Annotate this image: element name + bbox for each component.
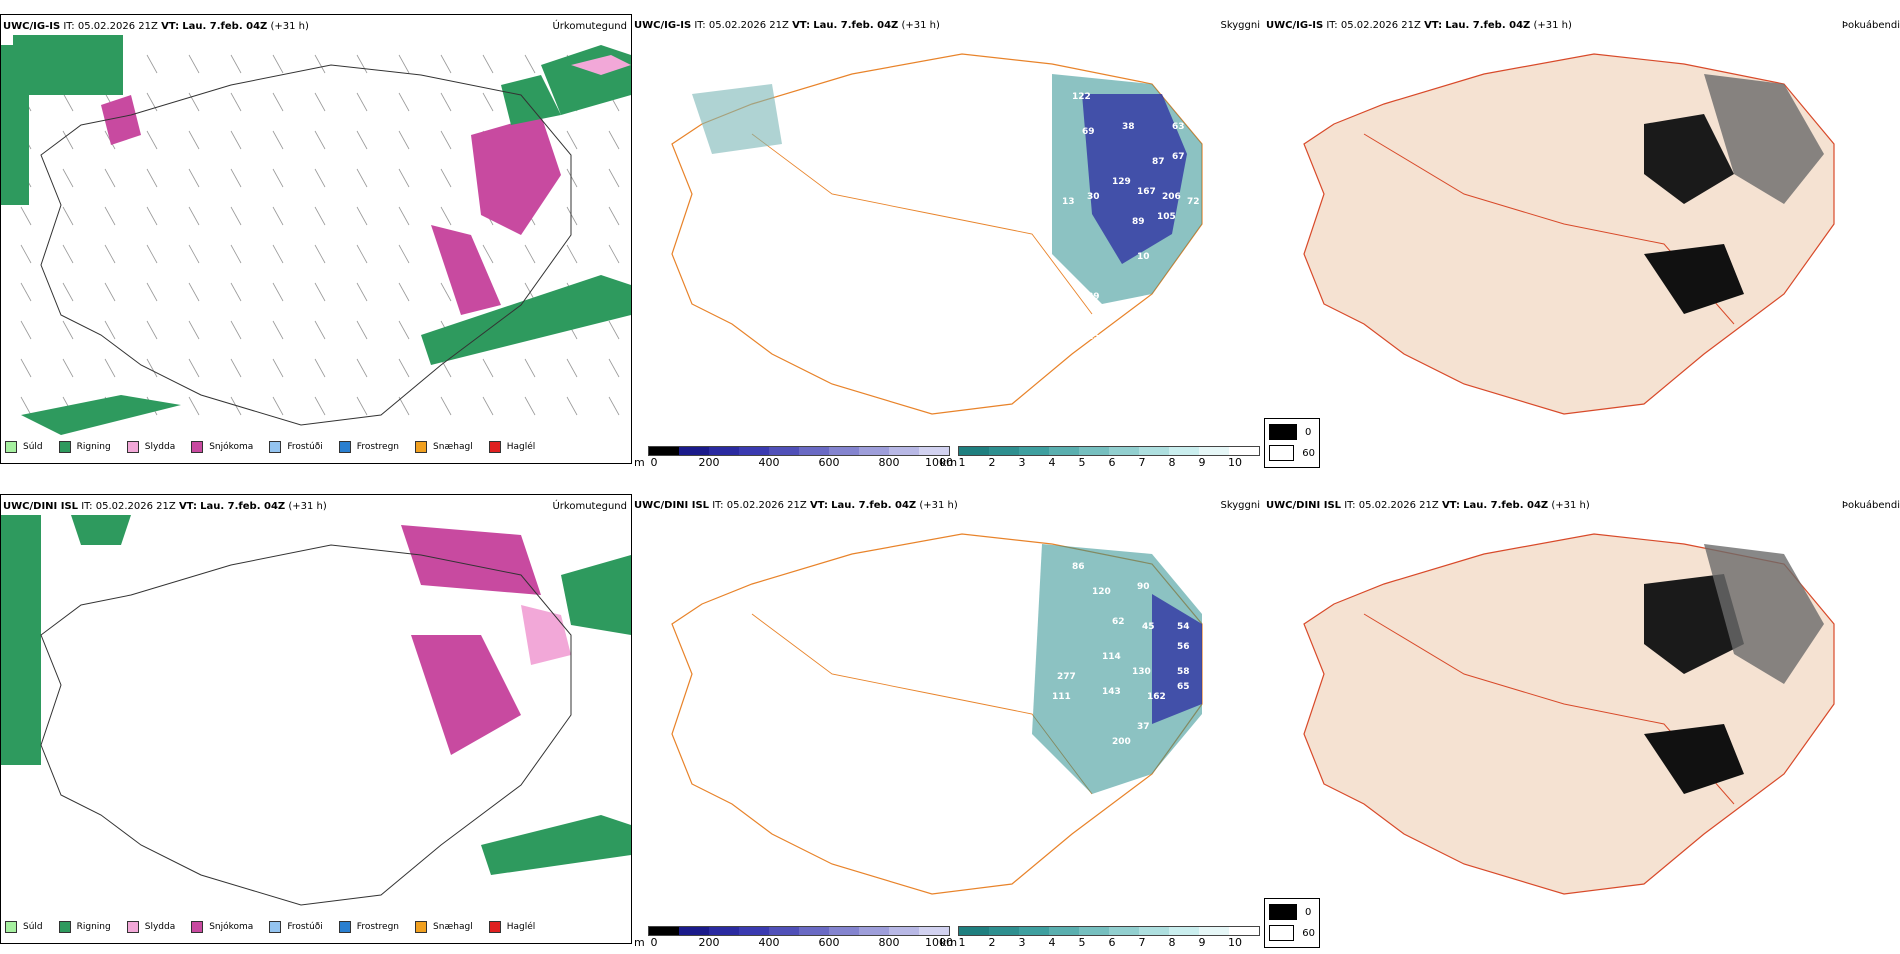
cloud-value: 130 — [1132, 667, 1151, 677]
cloud-panel-bottom: UWC/DINI ISL IT: 05.02.2026 21Z VT: Lau.… — [632, 494, 1262, 954]
legend-item: Frostúði — [269, 921, 323, 933]
cloud-value: 90 — [1137, 582, 1150, 592]
cloud-map: 86 120 90 62 45 54 56 114 130 143 162 200 37 65 58 277 1… — [671, 533, 1203, 895]
panel-label: Úrkomutegund — [552, 501, 627, 512]
cloud-value: 13 — [1062, 197, 1075, 207]
precip-legend: Súld Rigning Slydda Snjókoma Frostúði Fr… — [5, 919, 549, 935]
cloud-value: 86 — [1072, 562, 1085, 572]
panel-label: Úrkomutegund — [552, 21, 627, 32]
legend-item: Rigning — [58, 921, 111, 933]
legend-item: Slydda — [126, 921, 175, 933]
cloud-value: 114 — [1102, 652, 1121, 662]
cloud-value-labels: 69 38 63 67 87 129 167 206 30 89 105 72 13 10 195 89 122… — [1017, 92, 1200, 342]
panel-title: UWC/IG-IS IT: 05.02.2026 21Z VT: Lau. 7.… — [1266, 20, 1572, 31]
cloud-value: 54 — [1177, 622, 1190, 632]
cloud-value: 69 — [1082, 127, 1095, 137]
panel-label: Þokuábendi — [1841, 20, 1900, 31]
panel-title: UWC/DINI ISL IT: 05.02.2026 21Z VT: Lau.… — [634, 500, 958, 511]
precip-panel-top: UWC/IG-IS IT: 05.02.2026 21Z VT: Lau. 7.… — [0, 14, 632, 464]
cloud-value: 277 — [1057, 672, 1076, 682]
cloud-value: 162 — [1147, 692, 1166, 702]
cloud-value: 15 — [1047, 762, 1060, 772]
legend-item: Snjókoma — [191, 441, 253, 453]
cloud-value: 72 — [1187, 197, 1200, 207]
cloud-panel-top: UWC/IG-IS IT: 05.02.2026 21Z VT: Lau. 7.… — [632, 14, 1262, 474]
colorbar-m: m 0 200 400 600 800 1000 — [634, 446, 953, 469]
cloud-value: 129 — [1112, 177, 1131, 187]
cloud-value: 89 — [1087, 292, 1100, 302]
cloud-value: 206 — [1162, 192, 1181, 202]
cloud-value: 56 — [1177, 642, 1190, 652]
cloud-value: 58 — [1177, 667, 1190, 677]
colorbar-m: m 0 200 400 600 800 1000 — [634, 926, 953, 949]
cloud-value-labels: 86 120 90 62 45 54 56 114 130 143 162 200 37 65 58 277 1… — [1047, 562, 1190, 772]
panel-label: Skyggni — [1220, 20, 1260, 31]
cloud-value: 105 — [1157, 212, 1176, 222]
legend-item: Snæhagl — [415, 921, 473, 933]
legend-item: Súld — [5, 441, 43, 453]
cloud-value: 65 — [1177, 682, 1190, 692]
cloud-value: 63 — [1172, 122, 1185, 132]
cloud-value: 111 — [1052, 692, 1071, 702]
panel-title: UWC/IG-IS IT: 05.02.2026 21Z VT: Lau. 7.… — [3, 21, 309, 32]
legend-item: Frostúði — [269, 441, 323, 453]
cloud-value: 89 — [1132, 217, 1145, 227]
panel-label: Skyggni — [1220, 500, 1260, 511]
cloud-value: 200 — [1112, 737, 1131, 747]
colorbar-km: km 1 2 3 4 5 6 7 8 9 10 — [940, 926, 1260, 949]
cloud-value: 30 — [1087, 192, 1100, 202]
fog-legend: 0 60 — [1264, 418, 1320, 468]
legend-item: Snæhagl — [415, 441, 473, 453]
fog-map — [1303, 53, 1835, 415]
cloud-value: 87 — [1152, 157, 1165, 167]
cloud-value: 15 — [1087, 332, 1100, 342]
panel-title: UWC/DINI ISL IT: 05.02.2026 21Z VT: Lau.… — [1266, 500, 1590, 511]
fog-legend: 0 60 — [1264, 898, 1320, 948]
precip-map — [1, 515, 631, 906]
legend-item: Haglél — [488, 921, 535, 933]
cloud-value: 38 — [1122, 122, 1135, 132]
legend-item: Frostregn — [338, 441, 399, 453]
fog-panel-top: UWC/IG-IS IT: 05.02.2026 21Z VT: Lau. 7.… — [1264, 14, 1900, 474]
cloud-map: 69 38 63 67 87 129 167 206 30 89 105 72 13 10 195 89 122… — [671, 53, 1203, 415]
cloud-value: 120 — [1092, 587, 1111, 597]
fog-panel-bottom: UWC/DINI ISL IT: 05.02.2026 21Z VT: Lau.… — [1264, 494, 1900, 954]
precip-map — [1, 35, 631, 435]
cloud-value: 37 — [1137, 722, 1150, 732]
cloud-value: 10 — [1137, 252, 1150, 262]
cloud-value: 45 — [1142, 622, 1155, 632]
legend-item: Frostregn — [338, 921, 399, 933]
cloud-value: 62 — [1112, 617, 1125, 627]
precip-legend: Súld Rigning Slydda Snjókoma Frostúði Fr… — [5, 439, 549, 455]
precip-panel-bottom: UWC/DINI ISL IT: 05.02.2026 21Z VT: Lau.… — [0, 494, 632, 944]
colorbar-km: km 1 2 3 4 5 6 7 8 9 10 — [940, 446, 1260, 469]
cloud-value: 122 — [1072, 92, 1091, 102]
legend-item: Súld — [5, 921, 43, 933]
cloud-value: 167 — [1137, 187, 1156, 197]
cloud-value: 26 — [1017, 182, 1030, 192]
legend-item: Haglél — [488, 441, 535, 453]
panel-title: UWC/DINI ISL IT: 05.02.2026 21Z VT: Lau.… — [3, 501, 327, 512]
cloud-value: 67 — [1172, 152, 1185, 162]
panel-label: Þokuábendi — [1841, 500, 1900, 511]
fog-map — [1303, 533, 1835, 895]
cloud-value: 195 — [1032, 287, 1051, 297]
legend-item: Rigning — [58, 441, 111, 453]
legend-item: Snjókoma — [191, 921, 253, 933]
legend-item: Slydda — [126, 441, 175, 453]
panel-title: UWC/IG-IS IT: 05.02.2026 21Z VT: Lau. 7.… — [634, 20, 940, 31]
cloud-value: 143 — [1102, 687, 1121, 697]
